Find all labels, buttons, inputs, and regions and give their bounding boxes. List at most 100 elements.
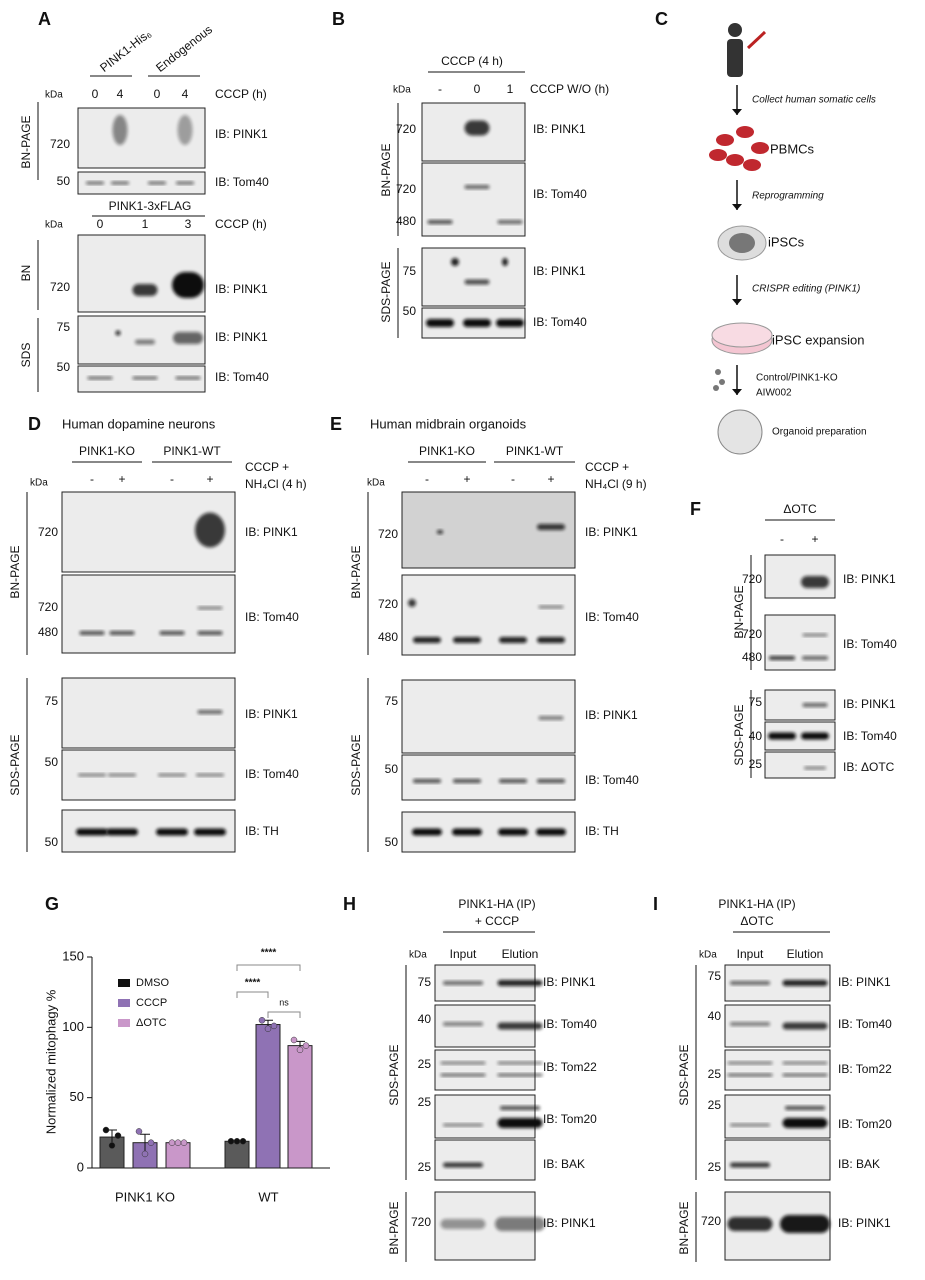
band	[782, 1061, 828, 1065]
gel-label: SDS-PAGE	[8, 734, 22, 795]
blot	[77, 171, 206, 195]
band	[132, 284, 158, 296]
lane-label: 0	[92, 87, 99, 101]
y-tick-label: 0	[77, 1159, 84, 1174]
band	[730, 1162, 770, 1168]
panel-letter: I	[653, 894, 658, 914]
marker: 50	[57, 360, 71, 374]
marker: 25	[418, 1160, 432, 1174]
step-label: iPSCs	[768, 234, 805, 249]
lane-label: +	[547, 472, 554, 486]
label: PINK1-3xFLAG	[109, 199, 192, 213]
band	[782, 1073, 828, 1077]
band	[115, 330, 121, 336]
ib-label: IB: Tom40	[585, 773, 639, 787]
band	[437, 530, 443, 534]
ib-label: IB: PINK1	[585, 708, 638, 722]
marker: 480	[742, 650, 762, 664]
bar	[224, 1140, 250, 1169]
gel-label: SDS-PAGE	[349, 734, 363, 795]
lane-label: -	[425, 472, 429, 486]
marker: 720	[742, 572, 762, 586]
band	[768, 732, 796, 740]
panel-letter: H	[343, 894, 356, 914]
band	[443, 1162, 483, 1168]
marker: 720	[38, 525, 58, 539]
pbmc-icon	[743, 159, 761, 171]
lane-label: -	[438, 82, 442, 96]
band	[464, 185, 490, 189]
ib-label: IB: Tom40	[245, 767, 299, 781]
gel-label: SDS-PAGE	[387, 1044, 401, 1105]
marker: 75	[57, 320, 71, 334]
ipsc-icon	[729, 233, 755, 253]
data-point	[290, 1036, 298, 1044]
band	[197, 710, 223, 714]
bar	[255, 1024, 281, 1169]
lane-label: 4	[117, 87, 124, 101]
band	[443, 1123, 483, 1127]
marker: 50	[403, 304, 417, 318]
blot	[764, 614, 836, 671]
blot	[434, 1139, 536, 1181]
marker: 75	[749, 695, 763, 709]
band	[135, 339, 155, 345]
pbmc-icon	[709, 149, 727, 161]
marker: 480	[378, 630, 398, 644]
band	[464, 279, 490, 285]
data-point	[296, 1046, 304, 1054]
panel-title: + CCCP	[475, 914, 519, 928]
y-tick-label: 50	[70, 1089, 84, 1104]
y-axis-label: Normalized mitophagy %	[43, 989, 58, 1134]
blot	[421, 162, 526, 237]
lane-label: -	[780, 532, 784, 546]
group-label: PINK1-WT	[506, 444, 564, 458]
syringe-icon	[746, 30, 767, 50]
gel-label: SDS-PAGE	[732, 704, 746, 765]
band	[497, 1118, 543, 1128]
ib-label: IB: TH	[585, 824, 619, 838]
marker: 50	[385, 762, 399, 776]
data-point	[174, 1139, 182, 1146]
band	[769, 656, 795, 660]
panel-title: PINK1-HA (IP)	[458, 897, 535, 911]
band	[440, 1219, 486, 1229]
ib-label: IB: PINK1	[215, 127, 268, 141]
legend-label: ΔOTC	[136, 1017, 167, 1029]
lane-label: 1	[142, 217, 149, 231]
band	[499, 779, 527, 783]
blot	[401, 491, 576, 569]
bracket	[236, 964, 301, 971]
band	[780, 1215, 830, 1233]
ib-label: IB: PINK1	[585, 525, 638, 539]
error-bar	[140, 1133, 150, 1152]
gel-label: BN-PAGE	[732, 585, 746, 638]
panel-letter: F	[690, 499, 701, 519]
marker: 25	[708, 1160, 722, 1174]
data-point	[258, 1017, 266, 1024]
ib-label: IB: PINK1	[543, 1216, 596, 1230]
ib-label: IB: Tom40	[543, 1017, 597, 1031]
marker: 720	[411, 1215, 431, 1229]
band	[426, 319, 454, 327]
panel-letter: C	[655, 9, 668, 29]
pbmc-icon	[751, 142, 769, 154]
band	[497, 1061, 543, 1065]
band	[132, 376, 158, 380]
gel-label: BN-PAGE	[349, 545, 363, 598]
ib-label: IB: PINK1	[533, 122, 586, 136]
data-point	[233, 1138, 241, 1145]
group-label: PINK1-KO	[79, 444, 135, 458]
band	[412, 828, 442, 836]
lane-label: +	[811, 532, 818, 546]
ib-label: IB: Tom40	[838, 1017, 892, 1031]
marker: 25	[708, 1098, 722, 1112]
marker: 480	[396, 214, 416, 228]
panel-letter: B	[332, 9, 345, 29]
x-tick-label: WT	[258, 1189, 278, 1204]
marker: 75	[385, 694, 399, 708]
ib-label: IB: PINK1	[245, 525, 298, 539]
ib-label: IB: Tom40	[843, 637, 897, 651]
band	[801, 576, 829, 588]
